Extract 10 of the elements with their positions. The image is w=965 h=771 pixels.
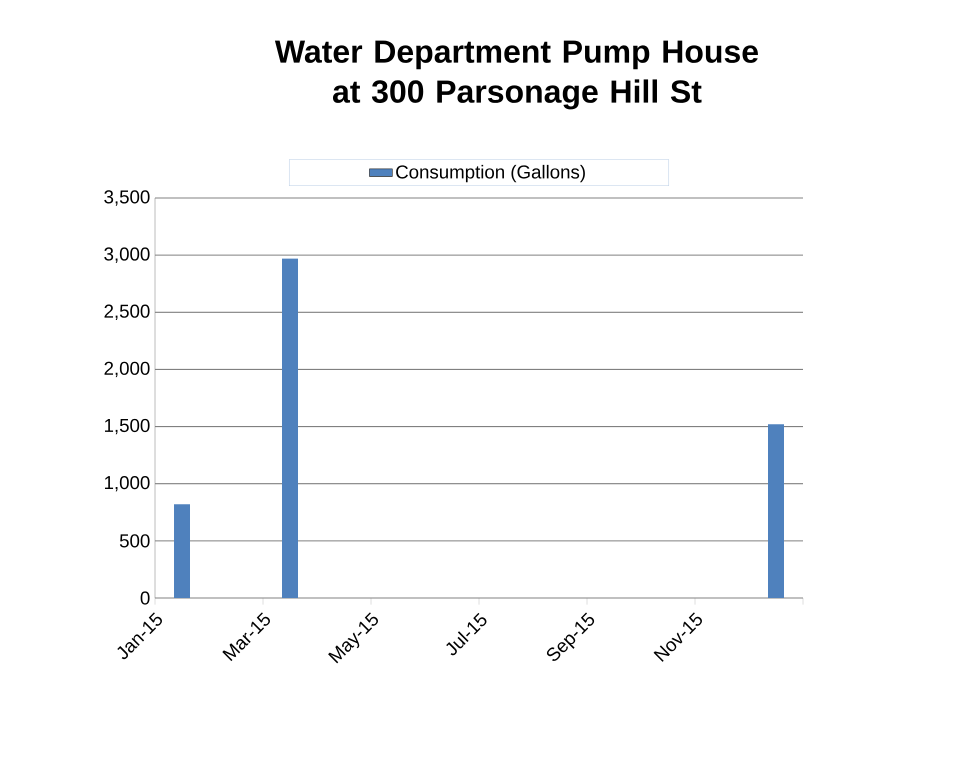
legend-label: Consumption (Gallons) — [396, 164, 585, 182]
y-tick-label: 2,500 — [104, 304, 150, 320]
y-tick-label: 3,000 — [104, 247, 150, 263]
y-tick-label: 3,500 — [104, 190, 150, 206]
y-tick-label: 2,000 — [104, 362, 150, 378]
y-tick-label: 500 — [120, 534, 150, 548]
y-tick-label: 1,500 — [105, 418, 150, 434]
y-tick-label: 1,000 — [105, 476, 150, 492]
y-tick-label: 0 — [140, 591, 150, 605]
chart-title: Water Department Pump House at 300 Parsonage Hill St — [274, 40, 758, 110]
